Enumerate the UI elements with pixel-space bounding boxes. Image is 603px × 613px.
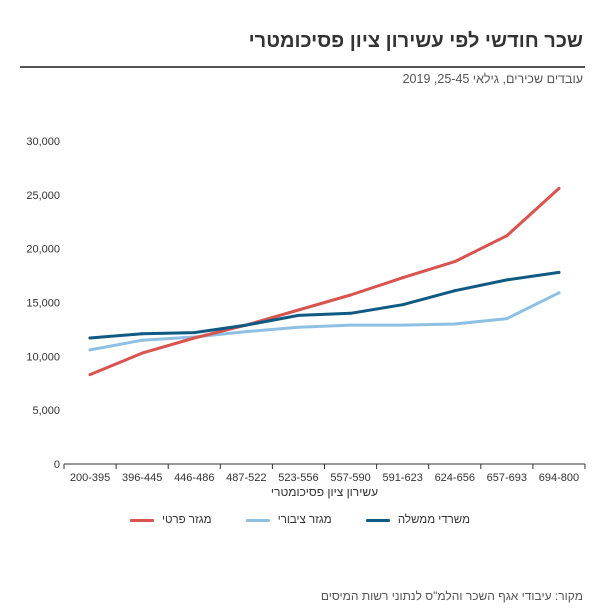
y-tick-label: 25,000: [26, 190, 60, 202]
data-point-private: [401, 276, 405, 280]
legend-swatch-private: [130, 518, 155, 522]
data-point-government: [192, 331, 196, 335]
data-point-private: [192, 336, 196, 340]
x-axis-title: עשירון ציון פסיכומטרי: [271, 485, 378, 499]
y-tick-label: 30,000: [26, 136, 60, 148]
chart-title: שכר חודשי לפי עשירון ציון פסיכומטרי: [248, 30, 583, 52]
y-tick-label: 15,000: [26, 298, 60, 310]
x-tick-label: 200-395: [70, 472, 110, 484]
data-point-government: [557, 270, 561, 274]
series-line-government: [88, 270, 561, 340]
legend-label-government: משרדי ממשלה: [397, 514, 470, 526]
data-point-government: [244, 323, 248, 327]
data-point-private: [88, 373, 92, 377]
data-point-government: [140, 332, 144, 336]
x-tick-label: 624-656: [435, 472, 475, 484]
data-point-government: [349, 311, 353, 315]
data-point-private: [557, 186, 561, 190]
series-line-public: [88, 291, 561, 352]
data-point-government: [453, 289, 457, 293]
x-tick-label: 487-522: [226, 472, 266, 484]
legend-swatch-public: [245, 518, 270, 522]
data-point-government: [296, 313, 300, 317]
x-tick-label: 396-445: [122, 472, 162, 484]
y-tick-label: 5,000: [32, 405, 60, 417]
x-axis: 200-395 396-445 446-486 487-522 523-556 557-5…: [63, 463, 586, 484]
data-point-government: [401, 303, 405, 307]
chart-series: [88, 186, 561, 377]
data-point-public: [296, 325, 300, 329]
data-point-private: [453, 260, 457, 264]
chart-legend: משרדי ממשלה מגזר ציבורי מגזר פרטי: [130, 511, 470, 529]
chart-subtitle: עובדים שכירים, גילאי 25-45, 2019: [402, 72, 583, 86]
y-tick-label: 0: [54, 459, 60, 471]
series-line-private: [88, 186, 561, 377]
x-tick-label: 523-556: [278, 472, 318, 484]
data-point-government: [505, 278, 509, 282]
x-tick-label: 557-590: [330, 472, 370, 484]
data-point-government: [88, 336, 92, 340]
data-point-public: [453, 322, 457, 326]
legend-label-public: מגזר ציבורי: [277, 514, 332, 526]
x-tick-label: 694-800: [539, 472, 579, 484]
x-tick-label: 657-693: [487, 472, 527, 484]
title-divider: [20, 66, 585, 68]
legend-item-public: מגזר ציבורי: [245, 514, 332, 526]
legend-swatch-government: [365, 518, 390, 522]
data-point-public: [557, 291, 561, 295]
legend-item-government: משרדי ממשלה: [365, 514, 470, 526]
y-tick-label: 10,000: [26, 351, 60, 363]
line-chart: 0 5,000 10,000 15,000 20,000 25,000 30,000 200…: [26, 136, 586, 499]
data-point-private: [296, 308, 300, 312]
x-tick-label: 446-486: [174, 472, 214, 484]
data-point-public: [349, 323, 353, 327]
source-note: מקור: עיבודי אגף השכר והלמ"ס לנתוני רשות…: [320, 589, 583, 603]
data-point-public: [244, 330, 248, 334]
data-point-public: [140, 338, 144, 342]
data-point-public: [505, 317, 509, 321]
data-point-private: [349, 293, 353, 297]
data-point-private: [505, 234, 509, 238]
data-point-private: [140, 351, 144, 355]
legend-label-private: מגזר פרטי: [162, 514, 212, 526]
y-axis: 0 5,000 10,000 15,000 20,000 25,000 30,000: [26, 136, 60, 471]
y-tick-label: 20,000: [26, 244, 60, 256]
legend-item-private: מגזר פרטי: [130, 514, 212, 526]
data-point-public: [401, 323, 405, 327]
data-point-public: [88, 348, 92, 352]
x-tick-label: 591-623: [382, 472, 422, 484]
